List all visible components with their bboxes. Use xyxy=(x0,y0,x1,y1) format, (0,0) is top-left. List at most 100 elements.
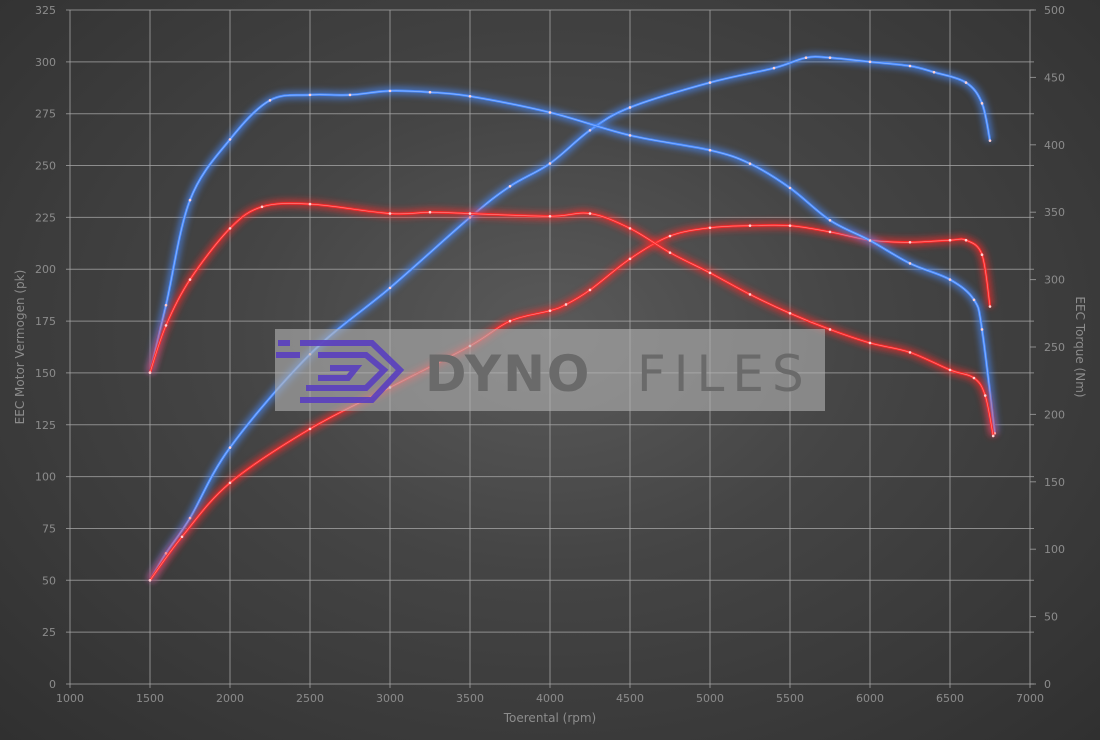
data-point xyxy=(868,239,872,242)
data-point xyxy=(828,218,832,222)
data-point xyxy=(508,319,512,323)
data-point xyxy=(228,481,232,485)
x-tick-label: 1500 xyxy=(136,692,164,705)
series-highlight xyxy=(149,203,994,437)
data-point xyxy=(788,186,792,190)
data-point xyxy=(868,60,872,64)
data-point xyxy=(508,184,512,188)
data-point xyxy=(548,162,552,165)
data-point xyxy=(991,434,995,438)
data-point xyxy=(828,56,832,59)
right-tick-label: 500 xyxy=(1044,4,1065,17)
left-axis-label: EEC Motor Vermogen (pk) xyxy=(13,270,27,425)
x-tick-label: 7000 xyxy=(1016,692,1044,705)
left-tick-label: 125 xyxy=(35,419,56,432)
data-point xyxy=(868,341,872,345)
right-tick-label: 450 xyxy=(1044,71,1065,84)
data-point xyxy=(188,278,192,281)
series-highlight xyxy=(149,224,991,581)
data-point xyxy=(748,293,752,296)
data-point xyxy=(788,224,792,227)
data-point xyxy=(948,238,952,242)
left-tick-label: 150 xyxy=(35,367,56,380)
data-point xyxy=(548,214,552,218)
data-point xyxy=(708,81,712,84)
data-point xyxy=(988,139,992,142)
x-tick-label: 3500 xyxy=(456,692,484,705)
data-point xyxy=(908,240,912,244)
data-point xyxy=(708,148,712,152)
series-highlight xyxy=(149,90,996,434)
x-axis-ticks: 1000 1500 2000 2500 3000 3500 4000 4500 5000 5500… xyxy=(56,692,1044,705)
left-tick-label: 50 xyxy=(42,574,56,587)
x-tick-label: 2000 xyxy=(216,692,244,705)
data-point xyxy=(983,394,987,397)
x-tick-label: 4500 xyxy=(616,692,644,705)
series-line xyxy=(148,223,992,582)
series-line xyxy=(148,202,995,437)
series-0-power xyxy=(146,53,994,583)
data-point xyxy=(180,535,184,539)
series-1-power xyxy=(147,221,994,583)
left-tick-label: 25 xyxy=(42,626,56,639)
data-point xyxy=(668,234,672,238)
data-point xyxy=(708,271,712,275)
x-tick-label: 5000 xyxy=(696,692,724,705)
data-point xyxy=(308,427,312,431)
data-point xyxy=(548,111,552,114)
right-tick-label: 100 xyxy=(1044,543,1065,556)
data-point xyxy=(668,251,672,254)
data-point xyxy=(908,351,912,354)
dynofiles-logo-icon xyxy=(276,340,405,403)
data-point xyxy=(980,328,984,331)
data-point xyxy=(268,99,272,102)
data-point xyxy=(164,324,168,327)
data-point xyxy=(964,238,968,242)
left-tick-label: 175 xyxy=(35,315,56,328)
x-tick-label: 4000 xyxy=(536,692,564,705)
watermark-text-light: FILES xyxy=(637,345,812,403)
data-point xyxy=(628,227,632,230)
right-tick-label: 0 xyxy=(1044,678,1051,691)
data-point xyxy=(588,128,592,132)
data-point xyxy=(804,56,808,59)
data-point xyxy=(428,210,432,214)
data-point xyxy=(980,253,984,257)
series-highlight xyxy=(149,56,991,581)
data-point xyxy=(260,205,264,209)
series-3-torque xyxy=(146,199,997,438)
left-tick-label: 275 xyxy=(35,108,56,121)
data-point xyxy=(628,134,632,137)
data-point xyxy=(188,516,192,520)
data-point xyxy=(828,328,832,331)
data-point xyxy=(308,202,312,206)
data-point xyxy=(972,298,976,302)
data-point xyxy=(908,262,912,265)
data-point xyxy=(948,278,952,281)
data-point xyxy=(588,288,592,292)
data-point xyxy=(628,257,632,261)
data-point xyxy=(228,138,232,141)
left-tick-label: 300 xyxy=(35,56,56,69)
right-axis-label: EEC Torque (Nm) xyxy=(1073,296,1087,397)
data-point xyxy=(748,224,752,227)
left-tick-label: 225 xyxy=(35,211,56,224)
data-point xyxy=(468,212,472,215)
data-point xyxy=(772,66,776,70)
data-point xyxy=(908,64,912,68)
series-glow xyxy=(146,53,994,583)
data-point xyxy=(828,230,832,234)
data-point xyxy=(708,226,712,230)
x-axis-label: Toerental (rpm) xyxy=(503,711,596,725)
data-point xyxy=(988,305,992,308)
data-point xyxy=(948,368,952,372)
right-tick-label: 50 xyxy=(1044,611,1058,624)
x-tick-label: 5500 xyxy=(776,692,804,705)
left-tick-label: 75 xyxy=(42,522,56,535)
series-line xyxy=(148,89,997,434)
data-point xyxy=(588,212,592,215)
x-tick-label: 2500 xyxy=(296,692,324,705)
left-tick-label: 250 xyxy=(35,160,56,173)
data-point xyxy=(548,309,552,313)
